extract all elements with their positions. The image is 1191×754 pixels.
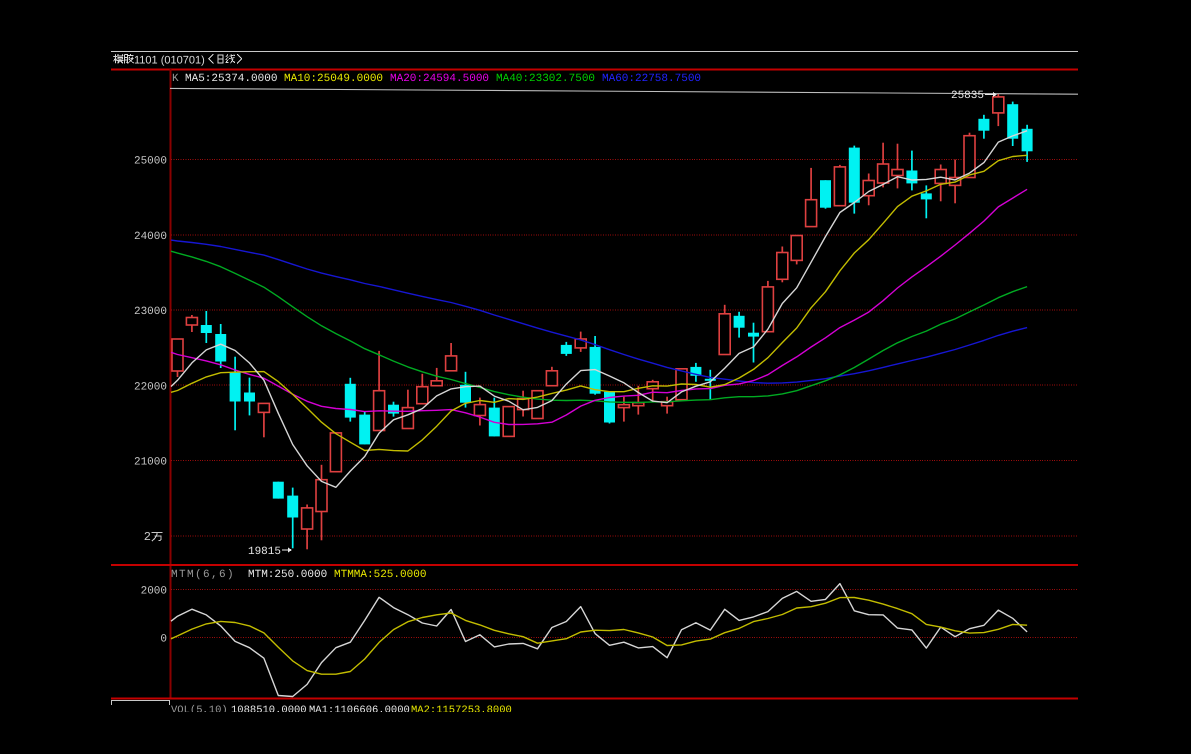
svg-text:24000: 24000	[134, 231, 167, 243]
svg-text:19815: 19815	[248, 546, 281, 558]
svg-text:25835: 25835	[951, 90, 984, 102]
svg-text:25000: 25000	[134, 156, 167, 168]
svg-text:23000: 23000	[134, 306, 167, 318]
svg-text:22000: 22000	[134, 381, 167, 393]
svg-text:2: 2	[144, 530, 151, 544]
svg-text:21000: 21000	[134, 457, 167, 469]
svg-text:0: 0	[160, 634, 167, 646]
svg-text:2000: 2000	[141, 586, 167, 598]
svg-text:1101 (010701): 1101 (010701)	[134, 55, 205, 67]
